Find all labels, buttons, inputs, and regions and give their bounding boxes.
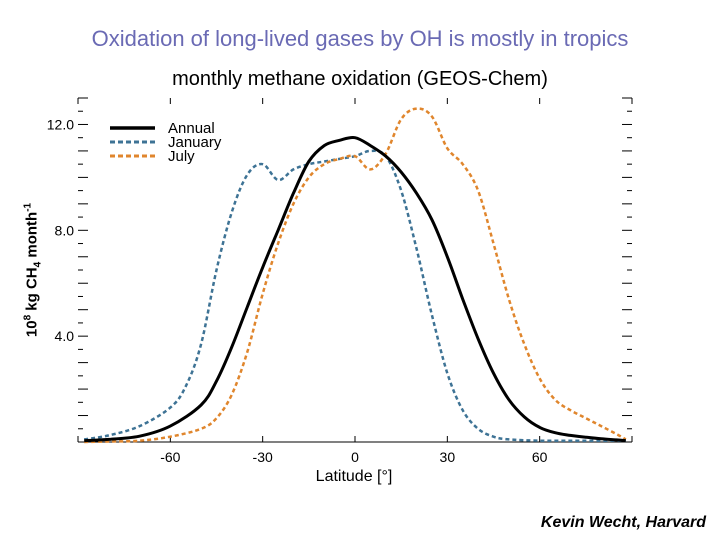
slide-title: Oxidation of long-lived gases by OH is m… [91, 26, 629, 51]
credit-text: Kevin Wecht, Harvard [540, 514, 706, 531]
x-tick-label: -60 [160, 449, 180, 465]
series-line-january [83, 149, 626, 443]
y-tick-labels: 4.0 8.0 12.0 [47, 116, 74, 344]
x-tick-label: 60 [532, 449, 548, 465]
series-line-july [84, 107, 627, 444]
y-tick-label: 4.0 [55, 328, 75, 344]
series-lines [83, 107, 627, 444]
x-tick-label: 30 [440, 449, 456, 465]
x-tick-label: -30 [253, 449, 273, 465]
x-tick-label: 0 [351, 449, 359, 465]
x-tick-labels: -60 -30 0 30 60 [160, 449, 547, 465]
x-axis-label: Latitude [°] [315, 468, 393, 485]
legend-label-july: July [168, 148, 195, 165]
series-line-annual [84, 136, 626, 443]
legend-label-january: January [168, 134, 222, 151]
axis-ticks [77, 97, 633, 443]
legend-label-annual: Annual [168, 120, 215, 137]
y-tick-label: 8.0 [55, 222, 75, 238]
chart-title: monthly methane oxidation (GEOS-Chem) [172, 68, 548, 90]
y-tick-label: 12.0 [47, 116, 74, 132]
